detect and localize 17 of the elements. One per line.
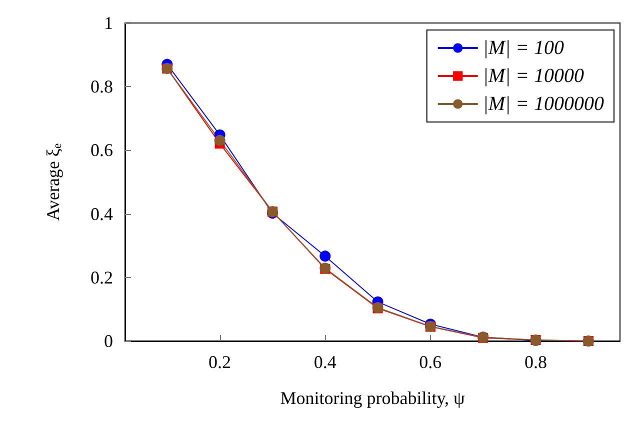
y-tick-label: 1: [104, 13, 113, 33]
x-tick-label: 0.6: [419, 352, 442, 372]
point: [320, 250, 331, 262]
x-tick-label: 0.4: [314, 352, 336, 372]
x-tick-label: 0.2: [208, 352, 232, 372]
legend-label: |M| = 10000: [482, 65, 584, 87]
legend-label: |M| = 1000000: [482, 93, 604, 115]
y-tick-label: 0.6: [90, 140, 113, 160]
legend-label: |M| = 100: [482, 37, 564, 59]
point: [214, 134, 226, 146]
y-tick-label: 0.2: [90, 267, 113, 288]
y-tick-label: 0.4: [90, 204, 113, 224]
y-tick-label: 0.8: [90, 76, 113, 97]
x-tick-label: 0.8: [524, 352, 547, 372]
y-axis-title: Average ξe: [43, 143, 64, 221]
x-axis-title: Monitoring probability, ψ: [280, 388, 466, 408]
y-tick-label: 0: [104, 331, 113, 351]
